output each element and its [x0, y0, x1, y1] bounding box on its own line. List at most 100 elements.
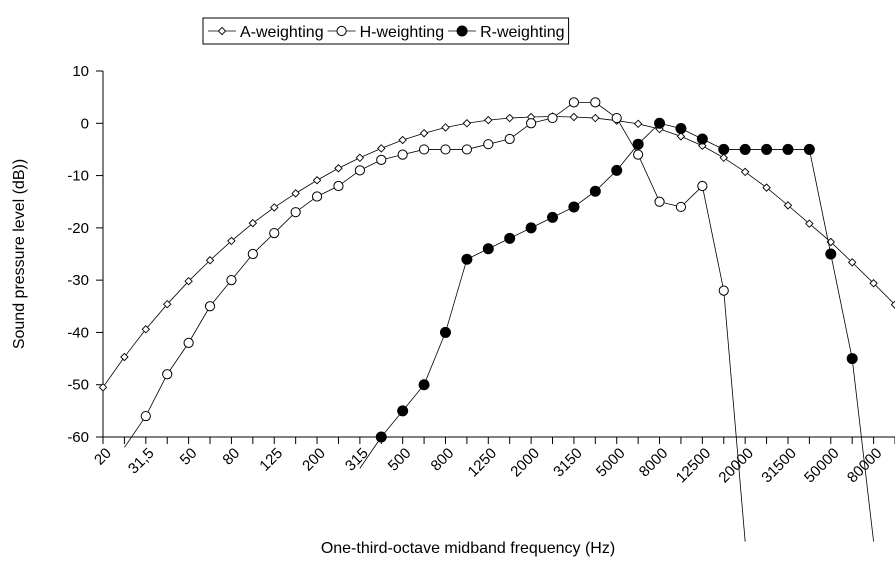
data-point	[718, 285, 729, 296]
data-point	[376, 154, 387, 165]
data-point	[590, 97, 601, 108]
data-point	[205, 256, 215, 265]
data-point	[633, 119, 643, 129]
data-point	[226, 275, 237, 286]
data-point	[204, 301, 216, 312]
legend-marker	[456, 25, 468, 37]
data-point	[654, 117, 666, 129]
data-point	[697, 180, 708, 192]
data-point	[290, 207, 301, 218]
data-point	[291, 189, 300, 198]
x-tick-label: 50000	[801, 445, 843, 487]
data-point	[718, 143, 730, 155]
data-point	[568, 97, 580, 108]
data-point	[162, 299, 172, 309]
x-tick-label: 315	[342, 445, 372, 475]
legend-marker	[336, 25, 347, 37]
x-tick-label: 125	[256, 445, 286, 475]
data-point	[676, 132, 686, 141]
legend: A-weighting H-weighting R-weighting	[202, 17, 570, 45]
data-point	[762, 183, 771, 192]
data-point	[162, 369, 173, 380]
data-point	[482, 243, 494, 255]
y-axis-label: Sound pressure level (dB))	[11, 159, 28, 349]
data-point	[633, 149, 644, 160]
y-tick-label: -40	[67, 324, 89, 341]
x-axis-label: One-third-octave midband frequency (Hz)	[321, 540, 615, 557]
data-point	[890, 300, 895, 309]
data-point	[782, 143, 794, 155]
data-point	[761, 143, 773, 155]
data-point	[461, 144, 472, 155]
data-point	[418, 144, 430, 155]
data-point	[547, 112, 558, 124]
data-point	[611, 112, 622, 124]
data-point	[462, 119, 472, 128]
data-point	[375, 431, 387, 443]
data-point	[589, 185, 601, 197]
data-point	[311, 191, 323, 202]
data-point	[569, 112, 579, 122]
data-point	[505, 113, 514, 123]
series-line	[359, 122, 874, 542]
y-tick-label: 10	[72, 63, 89, 80]
x-tick-label: 5000	[593, 445, 629, 481]
y-tick-label: -50	[67, 377, 89, 394]
data-point	[632, 138, 644, 150]
series-line	[124, 101, 746, 542]
data-point	[611, 164, 623, 176]
x-tick-label: 800	[428, 445, 458, 475]
data-point	[591, 113, 600, 123]
data-point	[397, 149, 408, 160]
data-point	[439, 326, 451, 338]
data-point	[269, 227, 280, 239]
data-point	[847, 258, 857, 267]
data-point	[398, 135, 407, 145]
data-point	[675, 123, 687, 135]
data-point	[568, 201, 580, 213]
data-point	[227, 236, 236, 246]
data-point	[419, 128, 429, 138]
series-line	[102, 116, 895, 388]
legend-label: A-weighting	[240, 24, 324, 41]
data-point	[120, 352, 129, 362]
data-point	[484, 115, 493, 125]
data-point	[675, 201, 687, 213]
data-point	[504, 232, 516, 244]
x-tick-label: 50	[177, 445, 201, 469]
x-tick-label: 3150	[550, 445, 586, 481]
data-point	[397, 405, 409, 417]
data-point	[739, 143, 751, 155]
x-tick-label: 8000	[636, 445, 672, 481]
data-point	[696, 133, 708, 145]
x-tick-label: 500	[385, 445, 415, 475]
data-point	[247, 248, 258, 260]
data-point	[654, 196, 665, 207]
data-point	[270, 203, 279, 212]
x-tick-label: 20	[91, 445, 115, 469]
y-tick-label: -10	[67, 168, 89, 185]
data-point	[846, 353, 858, 365]
legend-label: R-weighting	[480, 24, 564, 41]
x-tick-label: 31500	[758, 445, 800, 487]
x-tick-label: 12500	[673, 445, 715, 487]
data-point	[418, 379, 430, 391]
y-tick-label: -20	[67, 220, 89, 237]
x-tick-label: 31,5	[125, 445, 158, 478]
data-point	[248, 218, 258, 228]
data-point	[334, 164, 343, 173]
data-point	[333, 180, 344, 192]
data-point	[740, 167, 750, 177]
legend-marker	[217, 26, 227, 36]
data-point	[526, 118, 537, 129]
y-tick-label: -30	[67, 272, 89, 289]
x-tick-label: 20000	[715, 445, 757, 487]
data-point	[461, 253, 473, 265]
data-point	[719, 153, 728, 163]
data-point	[803, 143, 815, 155]
data-point	[547, 211, 559, 223]
data-point	[869, 279, 878, 288]
data-point	[440, 144, 451, 155]
data-point	[377, 144, 386, 153]
